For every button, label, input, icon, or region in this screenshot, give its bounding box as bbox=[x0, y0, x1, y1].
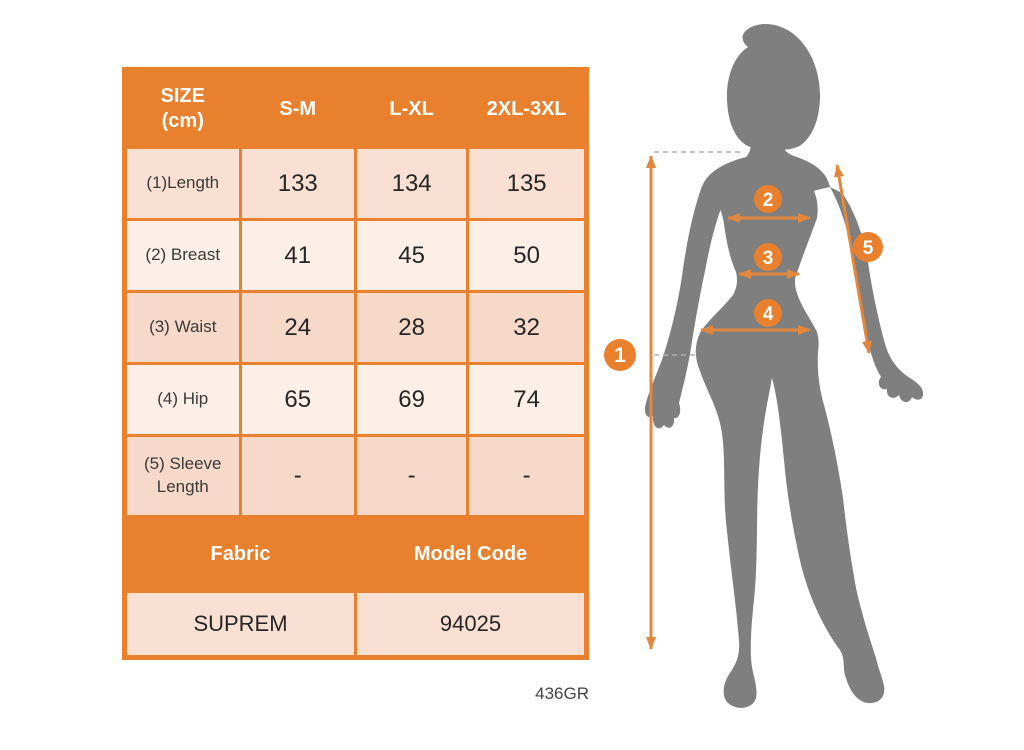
sleeve-measure-arrow bbox=[834, 164, 872, 354]
column-header-2xl3xl: 2XL-3XL bbox=[466, 68, 588, 149]
size-unit-header-cell: SIZE (cm) bbox=[123, 68, 242, 149]
marker-5-label: 5 bbox=[863, 238, 874, 259]
model-code-value-cell: 94025 bbox=[354, 590, 588, 659]
row-label-sleeve-length: (5) Sleeve Length bbox=[123, 434, 242, 518]
silhouette-right-arm bbox=[830, 187, 924, 403]
table-footer-header-row: Fabric Model Code bbox=[123, 515, 588, 593]
value-cell: 28 bbox=[353, 290, 470, 365]
marker-4-label: 4 bbox=[763, 304, 774, 325]
fabric-value-cell: SUPREM bbox=[123, 590, 357, 659]
unit-label: (cm) bbox=[161, 110, 204, 132]
model-code-header-cell: Model Code bbox=[354, 515, 588, 593]
value-cell: 41 bbox=[238, 218, 357, 293]
value-cell: 135 bbox=[466, 146, 588, 221]
body-measurement-diagram: 1 2 3 4 5 bbox=[604, 23, 924, 708]
value-cell: - bbox=[238, 434, 357, 518]
value-cell: - bbox=[353, 434, 470, 518]
fabric-header-cell: Fabric bbox=[123, 515, 357, 593]
marker-2-circle bbox=[754, 185, 782, 213]
article-code-footnote: 436GR bbox=[535, 684, 589, 703]
value-cell: 133 bbox=[238, 146, 357, 221]
row-label-length: (1)Length bbox=[123, 146, 242, 221]
value-cell: - bbox=[466, 434, 588, 518]
table-row-breast: (2) Breast 41 45 50 bbox=[123, 218, 588, 293]
value-cell: 24 bbox=[238, 290, 357, 365]
marker-2-label: 2 bbox=[763, 190, 774, 211]
marker-5-circle bbox=[853, 232, 883, 262]
silhouette-left-arm bbox=[644, 186, 722, 429]
value-cell: 50 bbox=[466, 218, 588, 293]
row-label-hip: (4) Hip bbox=[123, 362, 242, 437]
table-row-waist: (3) Waist 24 28 32 bbox=[123, 290, 588, 365]
value-cell: 69 bbox=[353, 362, 470, 437]
table-row-hip: (4) Hip 65 69 74 bbox=[123, 362, 588, 437]
value-cell: 32 bbox=[466, 290, 588, 365]
table-footer-values-row: SUPREM 94025 bbox=[123, 590, 588, 659]
value-cell: 45 bbox=[353, 218, 470, 293]
marker-4-circle bbox=[754, 299, 782, 327]
column-header-lxl: L-XL bbox=[353, 68, 470, 149]
marker-3-circle bbox=[754, 243, 782, 271]
silhouette-head bbox=[726, 23, 820, 151]
table-row-sleeve-length: (5) Sleeve Length - - - bbox=[123, 434, 588, 518]
marker-1-label: 1 bbox=[614, 344, 626, 367]
female-body-silhouette bbox=[644, 23, 924, 708]
value-cell: 65 bbox=[238, 362, 357, 437]
table-row-length: (1)Length 133 134 135 bbox=[123, 146, 588, 221]
table-header-row: SIZE (cm) S-M L-XL 2XL-3XL bbox=[123, 68, 588, 149]
marker-1-circle bbox=[604, 339, 636, 371]
column-header-sm: S-M bbox=[238, 68, 357, 149]
value-cell: 134 bbox=[353, 146, 470, 221]
row-label-breast: (2) Breast bbox=[123, 218, 242, 293]
value-cell: 74 bbox=[466, 362, 588, 437]
silhouette-torso-legs bbox=[695, 141, 885, 708]
marker-3-label: 3 bbox=[763, 248, 774, 269]
row-label-waist: (3) Waist bbox=[123, 290, 242, 365]
size-label: SIZE bbox=[160, 85, 205, 107]
measurement-markers: 1 2 3 4 5 bbox=[604, 185, 883, 371]
size-chart-table: SIZE (cm) S-M L-XL 2XL-3XL (1)Length 133… bbox=[122, 67, 589, 660]
